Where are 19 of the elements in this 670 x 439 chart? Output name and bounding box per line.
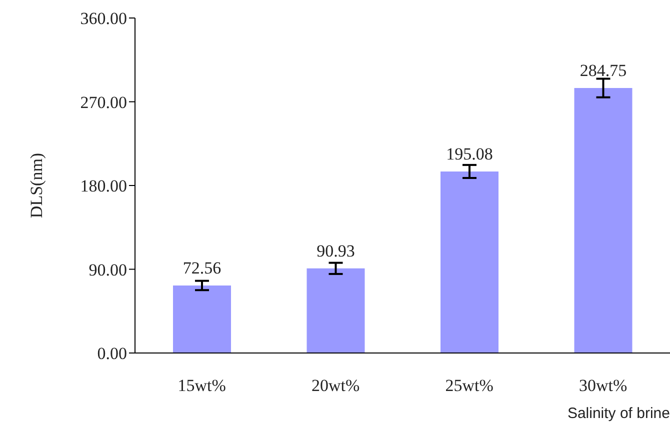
data-label: 90.93 — [316, 241, 355, 260]
y-tick-label: 90.00 — [88, 260, 127, 280]
bar — [440, 171, 498, 353]
bar — [306, 268, 365, 353]
y-tick-label: 180.00 — [80, 176, 127, 196]
x-tick-label: 30wt% — [579, 376, 628, 396]
y-tick-label: 360.00 — [80, 9, 127, 28]
data-label: 195.08 — [446, 144, 493, 164]
y-tick-label: 0.00 — [97, 344, 127, 364]
bar — [574, 88, 632, 353]
x-tick-label: 25wt% — [445, 376, 494, 396]
data-label: 284.75 — [580, 61, 627, 80]
data-label: 72.56 — [182, 258, 222, 278]
x-tick-label: 20wt% — [312, 376, 360, 396]
x-axis-title: Salinity of brine — [567, 405, 670, 422]
y-tick-label: 270.00 — [80, 92, 127, 112]
bar — [173, 285, 231, 353]
x-tick-label: 15wt% — [178, 376, 226, 396]
y-axis-title: DLS(nm) — [27, 152, 46, 218]
